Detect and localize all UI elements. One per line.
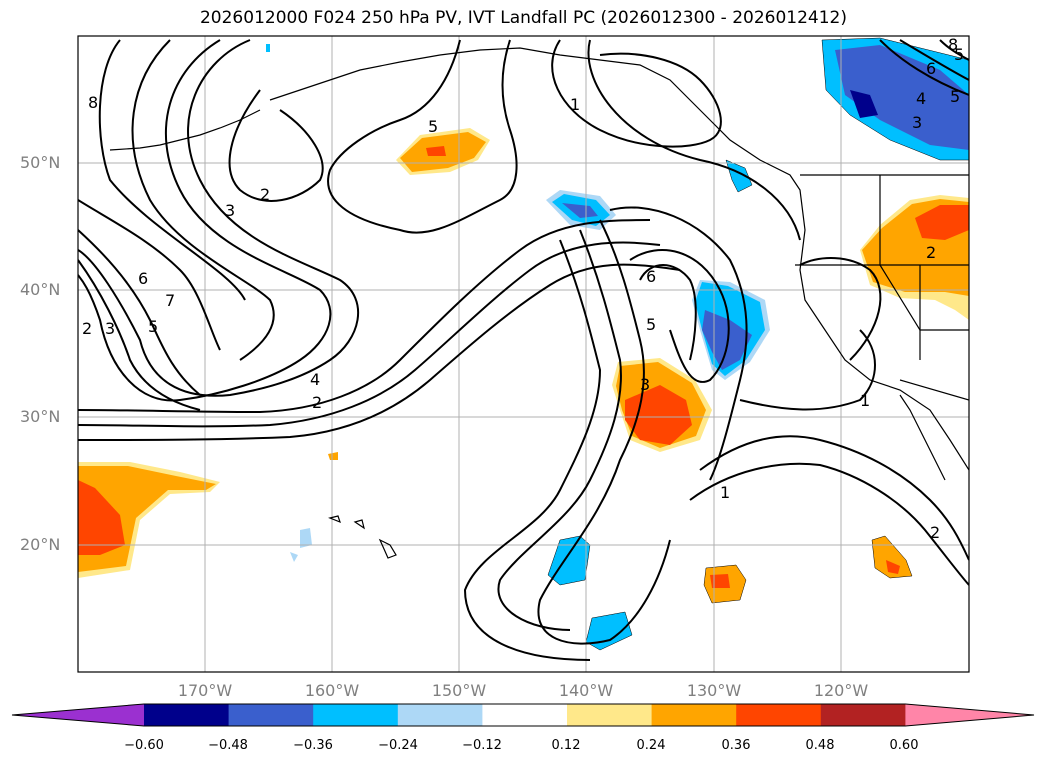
colorbar-segment	[397, 704, 483, 726]
contour-label: 4	[310, 370, 320, 389]
contour-label: 1	[860, 391, 870, 410]
contour-label: 2	[260, 185, 270, 204]
contour-label: 6	[926, 59, 936, 78]
colorbar-tick: −0.60	[124, 738, 164, 753]
colorbar-segment	[820, 704, 906, 726]
contour-label: 6	[138, 269, 148, 288]
contour-label: 4	[916, 89, 926, 108]
lon-label-140w: 140°W	[558, 681, 614, 700]
lat-label-20n: 20°N	[20, 535, 61, 554]
contour-label: 8	[948, 35, 958, 54]
contour-label: 5	[646, 315, 656, 334]
colorbar-segment	[313, 704, 399, 726]
lon-label-130w: 130°W	[686, 681, 742, 700]
colorbar-tick: 0.48	[805, 738, 835, 753]
contour-label: 2	[926, 243, 936, 262]
colorbar-tick: −0.12	[462, 738, 502, 753]
contour-label: 3	[105, 319, 115, 338]
gridlines	[78, 36, 969, 672]
lon-label-160w: 160°W	[304, 681, 360, 700]
colorbar-extend-left	[12, 704, 144, 726]
contour-label: 2	[82, 319, 92, 338]
colorbar-segment	[736, 704, 822, 726]
contour-label: 5	[428, 117, 438, 136]
contour-label: 5	[954, 45, 964, 64]
colorbar-segment	[651, 704, 737, 726]
lon-label-150w: 150°W	[431, 681, 487, 700]
colorbar-segment	[144, 704, 230, 726]
contour-label: 2	[930, 523, 940, 542]
colorbar-tick: −0.48	[208, 738, 248, 753]
colorbar	[11, 703, 1035, 727]
lat-label-40n: 40°N	[20, 280, 61, 299]
colorbar-outline	[11, 703, 1035, 727]
colorbar-extend-right	[905, 704, 1034, 726]
colorbar-tick: 0.36	[721, 738, 751, 753]
contour-label: 8	[88, 93, 98, 112]
colorbar-segment	[482, 704, 568, 726]
lat-label-30n: 30°N	[20, 407, 61, 426]
colorbar-tick: −0.36	[293, 738, 333, 753]
map-border	[77, 35, 970, 673]
contour-label: 2	[312, 393, 322, 412]
colorbar-tick: 0.24	[636, 738, 666, 753]
map-background	[78, 36, 969, 672]
contour-label: 3	[225, 201, 235, 220]
contour-label: 6	[646, 267, 656, 286]
pv-contours	[78, 39, 969, 661]
colorbar-tick: −0.24	[378, 738, 418, 753]
contour-label: 3	[640, 375, 650, 394]
map-title: 2026012000 F024 250 hPa PV, IVT Landfall…	[199, 8, 847, 28]
colorbar-segment	[228, 704, 314, 726]
contour-label: 1	[570, 95, 580, 114]
contour-label: 5	[950, 87, 960, 106]
contour-labels: 8 2 3 6 7 5 2 3 4 2 5 1 6 5 3 1 1 2 2 5 …	[82, 35, 964, 542]
lon-label-120w: 120°W	[813, 681, 869, 700]
contour-label: 7	[165, 291, 175, 310]
contour-label: 3	[912, 113, 922, 132]
colorbar-tick: 0.12	[551, 738, 581, 753]
contour-label: 5	[148, 317, 158, 336]
lat-label-50n: 50°N	[20, 153, 61, 172]
lon-label-170w: 170°W	[177, 681, 233, 700]
contour-label: 1	[720, 483, 730, 502]
colorbar-segment	[567, 704, 653, 726]
colorbar-tick: 0.60	[889, 738, 919, 753]
